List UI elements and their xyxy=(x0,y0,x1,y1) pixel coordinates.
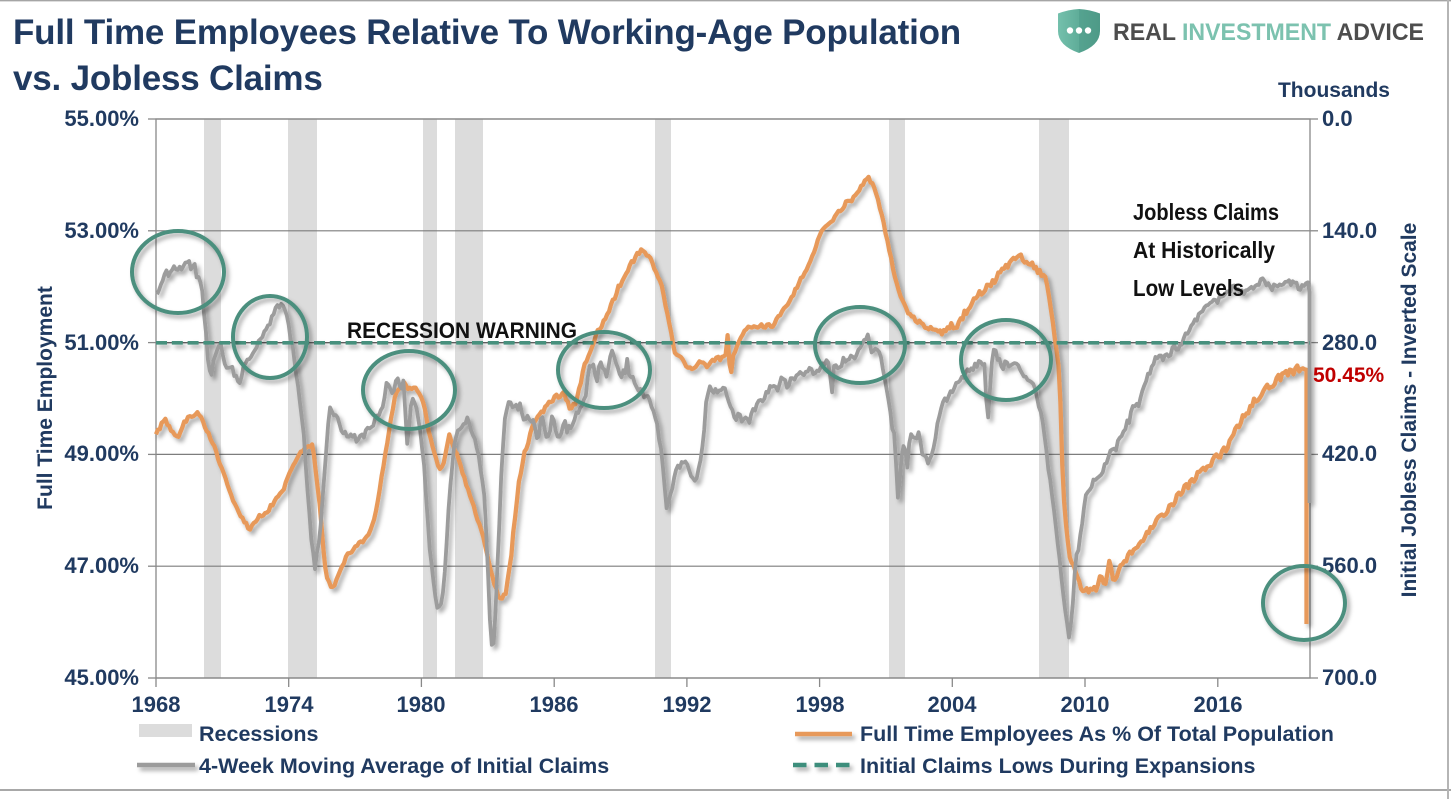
svg-text:53.00%: 53.00% xyxy=(64,218,139,243)
svg-text:RECESSION WARNING: RECESSION WARNING xyxy=(347,318,577,343)
svg-text:0.0: 0.0 xyxy=(1322,106,1353,131)
svg-text:1974: 1974 xyxy=(265,692,315,717)
svg-text:4-Week Moving Average of Initi: 4-Week Moving Average of Initial Claims xyxy=(199,754,609,778)
svg-text:Initial Jobless Claims - Inver: Initial Jobless Claims - Inverted Scale xyxy=(1398,223,1421,598)
svg-text:Jobless Claims: Jobless Claims xyxy=(1133,199,1279,225)
svg-text:700.0: 700.0 xyxy=(1322,665,1377,690)
svg-text:420.0: 420.0 xyxy=(1322,441,1377,466)
svg-text:51.00%: 51.00% xyxy=(64,330,139,355)
svg-text:Initial Claims Lows During Exp: Initial Claims Lows During Expansions xyxy=(860,754,1255,778)
svg-text:Full Time Employees Relative T: Full Time Employees Relative To Working-… xyxy=(13,13,961,52)
svg-text:1998: 1998 xyxy=(796,692,845,717)
svg-text:47.00%: 47.00% xyxy=(64,553,139,578)
svg-text:vs. Jobless Claims: vs. Jobless Claims xyxy=(13,59,323,98)
svg-text:55.00%: 55.00% xyxy=(64,106,139,131)
svg-text:Recessions: Recessions xyxy=(199,722,319,746)
svg-text:Full Time Employment: Full Time Employment xyxy=(34,286,57,510)
svg-text:REAL INVESTMENT ADVICE: REAL INVESTMENT ADVICE xyxy=(1113,19,1424,46)
svg-text:140.0: 140.0 xyxy=(1322,218,1377,243)
svg-text:49.00%: 49.00% xyxy=(64,441,139,466)
svg-text:1992: 1992 xyxy=(663,692,712,717)
svg-text:50.45%: 50.45% xyxy=(1313,364,1385,387)
svg-text:1980: 1980 xyxy=(397,692,446,717)
svg-text:2016: 2016 xyxy=(1194,692,1243,717)
svg-text:280.0: 280.0 xyxy=(1322,330,1377,355)
svg-text:2004: 2004 xyxy=(928,692,978,717)
svg-text:At Historically: At Historically xyxy=(1133,237,1275,263)
svg-text:45.00%: 45.00% xyxy=(64,665,139,690)
svg-text:2010: 2010 xyxy=(1061,692,1110,717)
svg-text:Low Levels: Low Levels xyxy=(1133,275,1244,301)
svg-text:1968: 1968 xyxy=(132,692,181,717)
svg-text:1986: 1986 xyxy=(530,692,579,717)
svg-text:Thousands: Thousands xyxy=(1278,79,1390,102)
svg-text:Full Time Employees As % Of To: Full Time Employees As % Of Total Popula… xyxy=(860,722,1334,746)
